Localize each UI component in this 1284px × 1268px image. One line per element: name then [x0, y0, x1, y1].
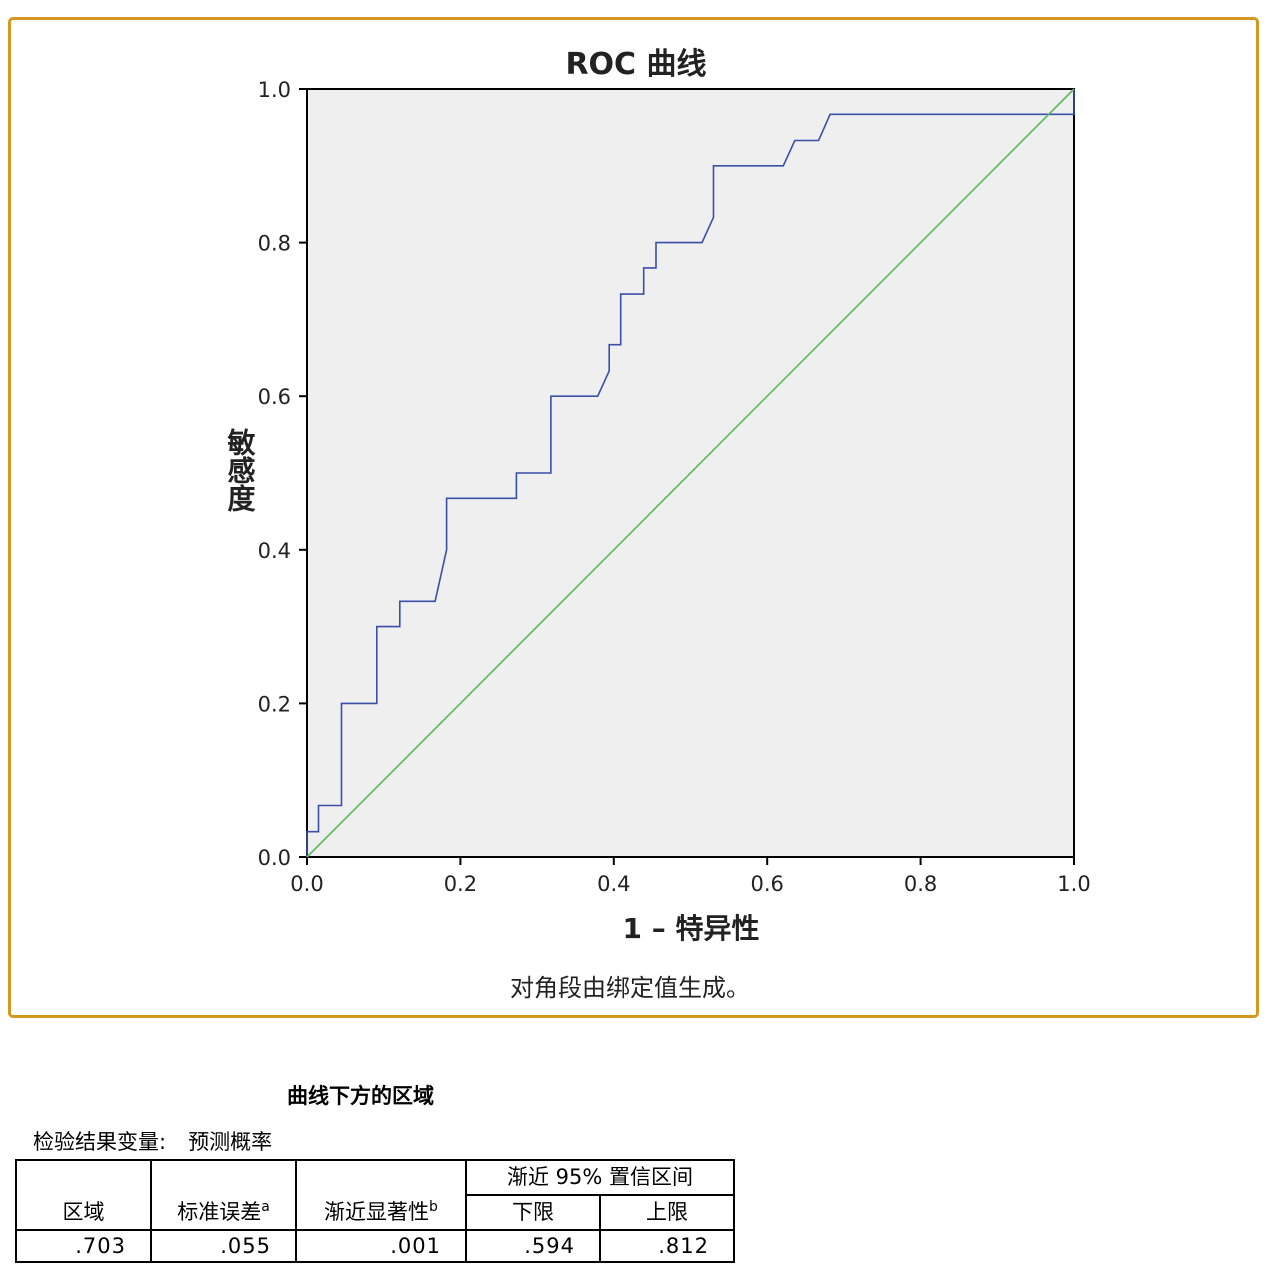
- test-variable-value: 预测概率: [188, 1130, 273, 1154]
- header-ci: 渐近 95% 置信区间: [465, 1159, 735, 1196]
- table-row: .703 .055 .001 .594 .812: [15, 1229, 735, 1263]
- y-tick-label: 0.8: [258, 232, 291, 256]
- table-header-row-1: 区域 标准误差a 渐近显著性b 渐近 95% 置信区间: [15, 1159, 735, 1231]
- x-tick-label: 0.4: [597, 872, 630, 896]
- x-tick-label: 0.2: [444, 872, 477, 896]
- header-sig: 渐近显著性b: [295, 1159, 467, 1231]
- reference-diagonal-line: [306, 88, 1075, 858]
- header-sig-text: 渐近显著性: [324, 1200, 430, 1224]
- header-std-error: 标准误差a: [150, 1159, 297, 1231]
- x-tick-label: 1.0: [1057, 872, 1090, 896]
- y-tick-label: 0.2: [258, 692, 291, 716]
- x-tick-label: 0.6: [750, 872, 783, 896]
- test-variable-label: 检验结果变量:: [33, 1130, 167, 1154]
- roc-curve-line: [306, 89, 1075, 857]
- cell-std-error: .055: [150, 1229, 297, 1263]
- chart-title: ROC 曲线: [565, 47, 706, 82]
- x-axis-label: 1 – 特异性: [623, 912, 760, 945]
- header-lower: 下限: [465, 1194, 601, 1231]
- auc-table: 区域 标准误差a 渐近显著性b 渐近 95% 置信区间 下限 上限 .703 .…: [15, 1159, 735, 1263]
- y-tick-label: 0.4: [258, 539, 291, 563]
- cell-lower: .594: [465, 1229, 601, 1263]
- roc-chart: 0.0 0.2 0.4 0.6 0.8 1.0 0.0 0.2 0.4 0.6 0.8 1.0 ROC…: [224, 47, 1091, 1002]
- header-area: 区域: [15, 1159, 152, 1231]
- x-tick-label: 0.8: [904, 872, 937, 896]
- table-title: 曲线下方的区域: [287, 1084, 434, 1108]
- cell-area: .703: [15, 1229, 152, 1263]
- cell-upper: .812: [599, 1229, 735, 1263]
- y-tick-label: 1.0: [258, 78, 291, 102]
- x-tick-label: 0.0: [290, 872, 323, 896]
- table-header-row-2: 下限 上限: [16, 1194, 735, 1231]
- header-upper: 上限: [599, 1194, 735, 1231]
- chart-note: 对角段由绑定值生成。: [510, 974, 750, 1002]
- header-std-error-text: 标准误差: [177, 1200, 262, 1224]
- footnote-b: b: [429, 1199, 438, 1215]
- y-axis-label: 敏感度: [224, 428, 257, 513]
- y-tick-label: 0.6: [258, 385, 291, 409]
- y-tick-label: 0.0: [258, 846, 291, 870]
- footnote-a: a: [261, 1199, 270, 1215]
- cell-sig: .001: [295, 1229, 467, 1263]
- test-variable-line: 检验结果变量: 预测概率: [33, 1126, 272, 1156]
